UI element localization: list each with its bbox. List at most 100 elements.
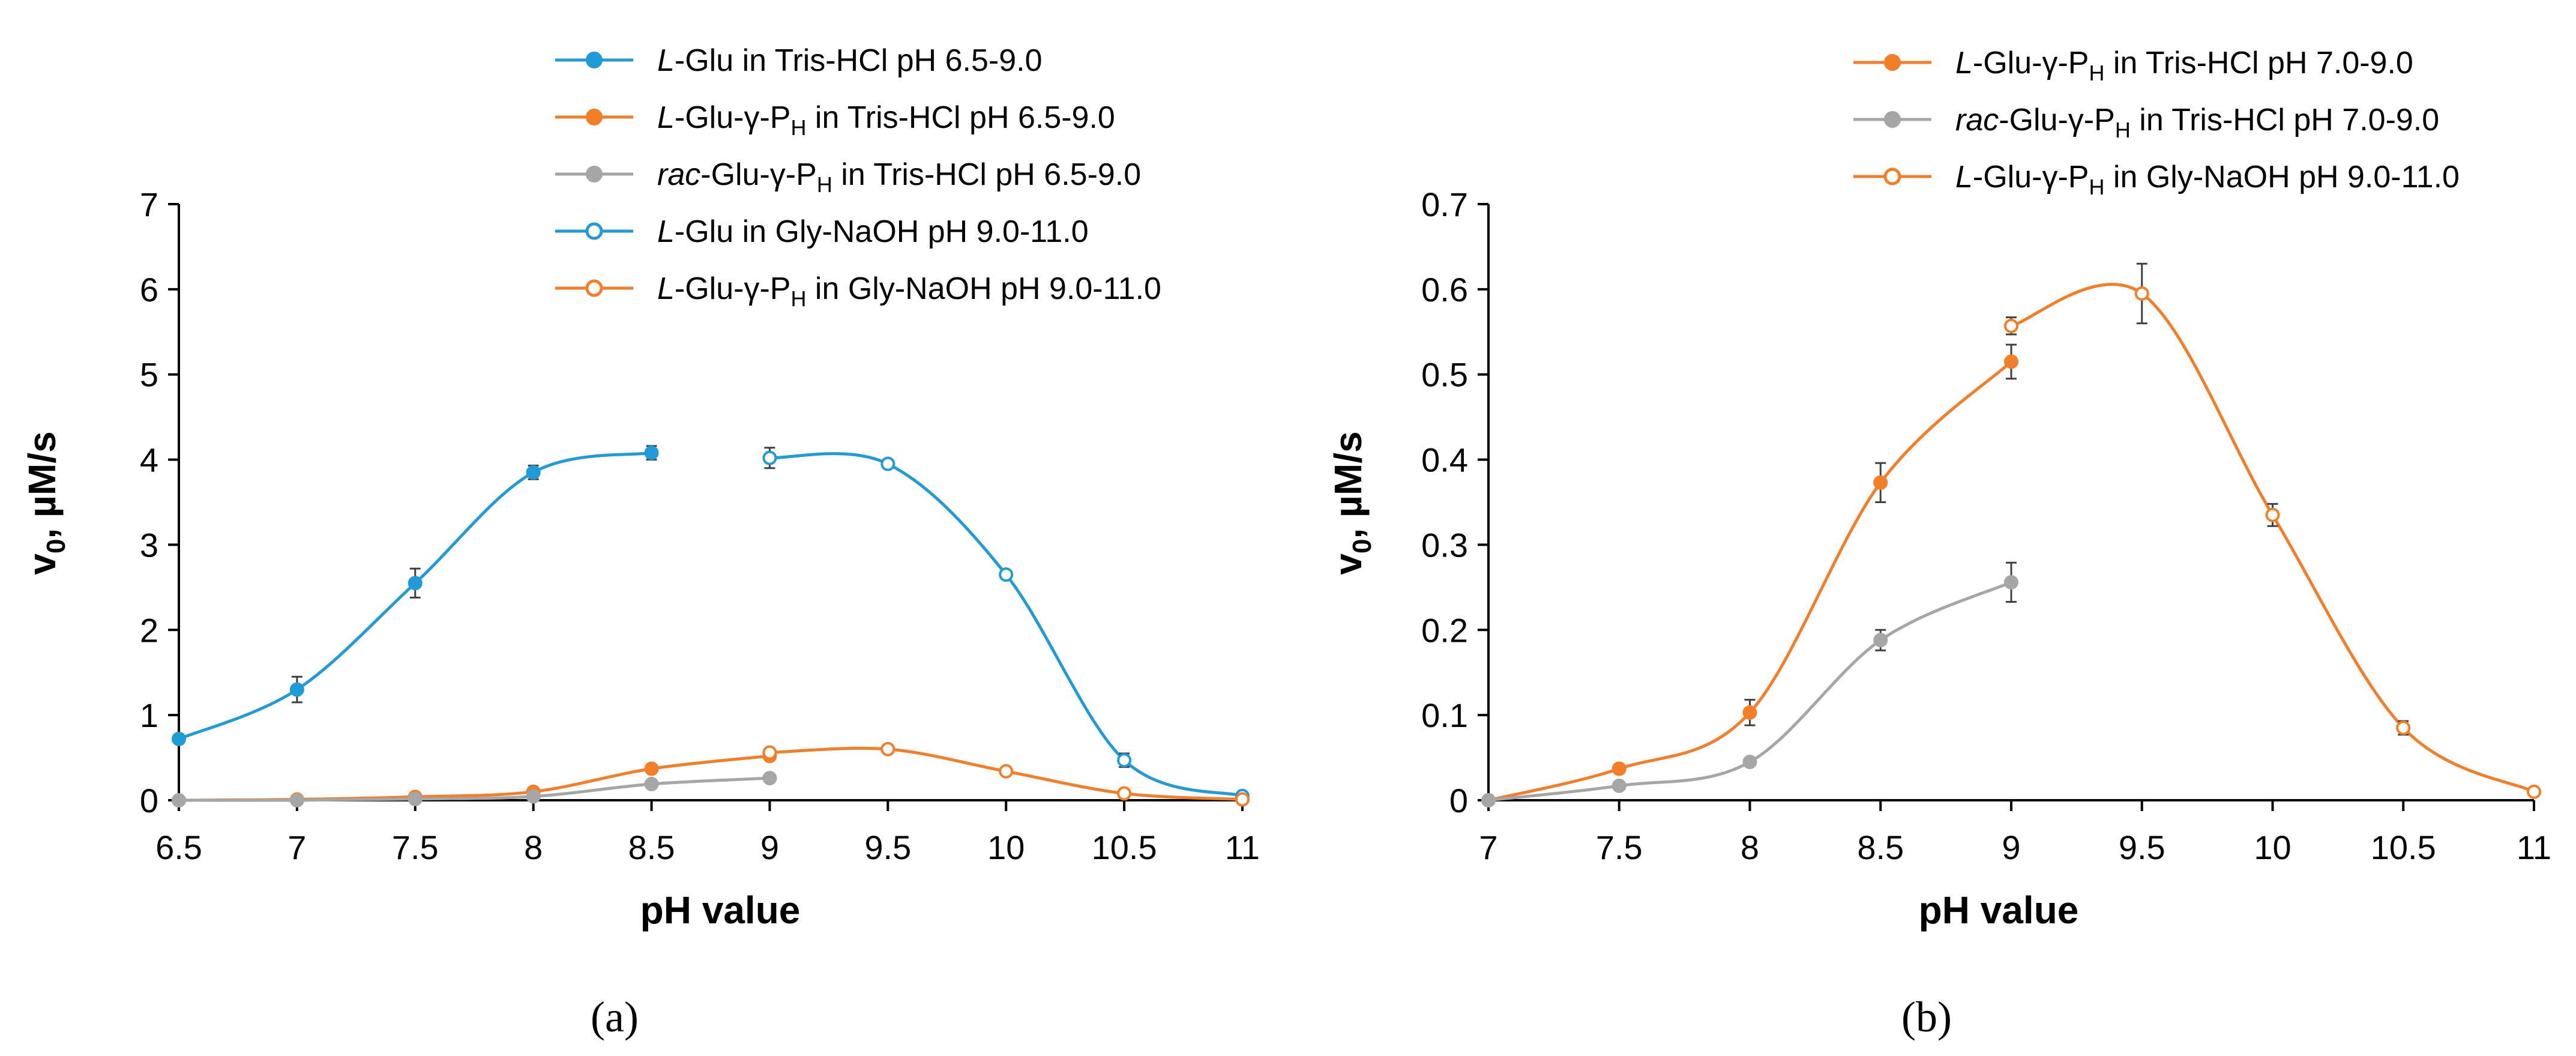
- series-line: [2011, 283, 2535, 794]
- x-tick-label: 9: [760, 828, 779, 866]
- legend-item: L-Glu-γ-PH in Gly-NaOH pH 9.0-11.0: [555, 271, 1161, 311]
- x-tick-label: 6.5: [155, 828, 202, 866]
- data-point: [999, 764, 1014, 779]
- y-axis-title-subscript: 0: [41, 539, 71, 554]
- y-axis-title: v0, µM/s: [1326, 431, 1377, 575]
- data-point: [1235, 792, 1250, 807]
- x-tick-label: 11: [1225, 828, 1260, 866]
- y-tick-label: 0.3: [1421, 526, 1468, 564]
- data-point: [1117, 786, 1132, 801]
- data-point: [2004, 318, 2018, 333]
- legend-label-subscript: H: [2089, 175, 2104, 199]
- legend-item: L-Glu-γ-PH in Tris-HCl pH 6.5-9.0: [555, 100, 1115, 140]
- x-tick-label: 11: [2517, 828, 2551, 866]
- legend-label-italic: rac: [1955, 103, 1999, 137]
- x-tick-label: 8: [524, 828, 543, 866]
- data-point: [880, 741, 895, 756]
- x-tick-label: 9.5: [2119, 828, 2165, 866]
- legend-label: L-Glu-γ-PH in Gly-NaOH pH 9.0-11.0: [1955, 160, 2460, 199]
- y-tick-label: 0.5: [1421, 356, 1468, 394]
- legend-label-text: in Gly-NaOH pH 9.0-11.0: [2104, 160, 2459, 195]
- x-tick-label: 8.5: [1857, 828, 1904, 866]
- legend-label-text: -Glu-γ-P: [1973, 46, 2089, 80]
- data-point: [172, 793, 186, 807]
- y-tick-label: 0: [140, 782, 158, 819]
- legend-label-text: -Glu-γ-P: [700, 157, 817, 192]
- legend-item: L-Glu-γ-PH in Tris-HCl pH 7.0-9.0: [1853, 46, 2413, 85]
- series-5: [762, 741, 1250, 807]
- data-point: [1873, 633, 1888, 648]
- x-tick-label: 10: [2254, 828, 2291, 866]
- data-point: [172, 731, 186, 746]
- panel-label: (b): [1901, 993, 1952, 1041]
- legend-label-subscript: H: [2089, 61, 2104, 85]
- data-point: [526, 465, 541, 480]
- legend-label-text: in Gly-NaOH pH 9.0-11.0: [806, 271, 1161, 306]
- legend-item: L-Glu-γ-PH in Gly-NaOH pH 9.0-11.0: [1853, 160, 2460, 199]
- data-point: [762, 745, 777, 760]
- legend-marker: [586, 52, 603, 68]
- data-point: [2004, 575, 2018, 590]
- legend-label-text: -Glu-γ-P: [675, 271, 791, 306]
- y-tick-label: 6: [140, 271, 158, 309]
- y-tick-label: 1: [140, 696, 158, 734]
- y-axis-title-main: v: [1326, 554, 1370, 575]
- series-1: [172, 445, 659, 746]
- data-point: [1481, 793, 1496, 807]
- legend-marker: [586, 109, 603, 125]
- legend-marker: [1884, 111, 1901, 128]
- y-axis-title-main: v: [20, 554, 64, 575]
- y-axis-title-unit: , µM/s: [1326, 431, 1370, 539]
- x-tick-label: 8: [1741, 828, 1759, 866]
- legend-label: L-Glu-γ-PH in Tris-HCl pH 6.5-9.0: [657, 100, 1115, 140]
- y-tick-label: 3: [140, 526, 158, 564]
- data-point: [1117, 753, 1132, 768]
- data-point: [644, 445, 659, 460]
- series-3: [2004, 262, 2541, 799]
- legend-label: L-Glu in Tris-HCl pH 6.5-9.0: [657, 43, 1043, 78]
- x-axis-title: pH value: [1919, 889, 2079, 932]
- data-point: [2134, 286, 2149, 301]
- legend-item: L-Glu in Gly-NaOH pH 9.0-11.0: [555, 214, 1089, 249]
- legend-label-text: -Glu in Gly-NaOH pH 9.0-11.0: [675, 214, 1089, 249]
- series-line: [178, 754, 770, 802]
- legend-label-italic: L: [657, 100, 675, 135]
- legend-label-subscript: H: [790, 115, 806, 140]
- x-tick-label: 10.5: [2371, 828, 2436, 866]
- data-point: [880, 456, 895, 471]
- y-tick-label: 2: [140, 611, 158, 649]
- legend-item: rac-Glu-γ-PH in Tris-HCl pH 6.5-9.0: [555, 157, 1141, 197]
- legend-label-text: -Glu-γ-P: [675, 100, 791, 135]
- legend-marker: [585, 279, 603, 297]
- series-2: [1481, 561, 2018, 807]
- y-axis-title-subscript: 0: [1347, 539, 1377, 554]
- legend-marker: [585, 222, 603, 240]
- legend-item: L-Glu in Tris-HCl pH 6.5-9.0: [555, 43, 1043, 78]
- legend-label-subscript: H: [790, 286, 806, 311]
- legend-item: rac-Glu-γ-PH in Tris-HCl pH 7.0-9.0: [1853, 103, 2439, 142]
- y-axis-title: v0, µM/s: [20, 431, 71, 575]
- series-1: [1481, 343, 2018, 807]
- data-point: [762, 450, 777, 465]
- legend-label-text: in Tris-HCl pH 7.0-9.0: [2131, 103, 2439, 137]
- x-tick-label: 7.5: [1596, 828, 1643, 866]
- legend-label-text: in Tris-HCl pH 6.5-9.0: [832, 157, 1141, 192]
- legend-label-subscript: H: [2115, 118, 2131, 142]
- y-tick-label: 7: [140, 186, 158, 223]
- x-tick-label: 9.5: [864, 828, 911, 866]
- data-point: [1742, 755, 1757, 770]
- series-line: [1488, 360, 2012, 802]
- x-tick-label: 7: [1479, 828, 1497, 866]
- y-tick-label: 5: [140, 356, 158, 394]
- data-point: [1612, 778, 1627, 793]
- data-point: [526, 789, 541, 804]
- data-point: [408, 576, 423, 591]
- legend-label: L-Glu-γ-PH in Tris-HCl pH 7.0-9.0: [1955, 46, 2413, 85]
- data-point: [1612, 761, 1627, 776]
- y-tick-label: 0.4: [1421, 441, 1468, 479]
- legend-label-text: -Glu-γ-P: [1999, 103, 2115, 137]
- legend-label-italic: rac: [657, 157, 700, 192]
- legend-label: L-Glu in Gly-NaOH pH 9.0-11.0: [657, 214, 1089, 249]
- x-tick-label: 8.5: [628, 828, 675, 866]
